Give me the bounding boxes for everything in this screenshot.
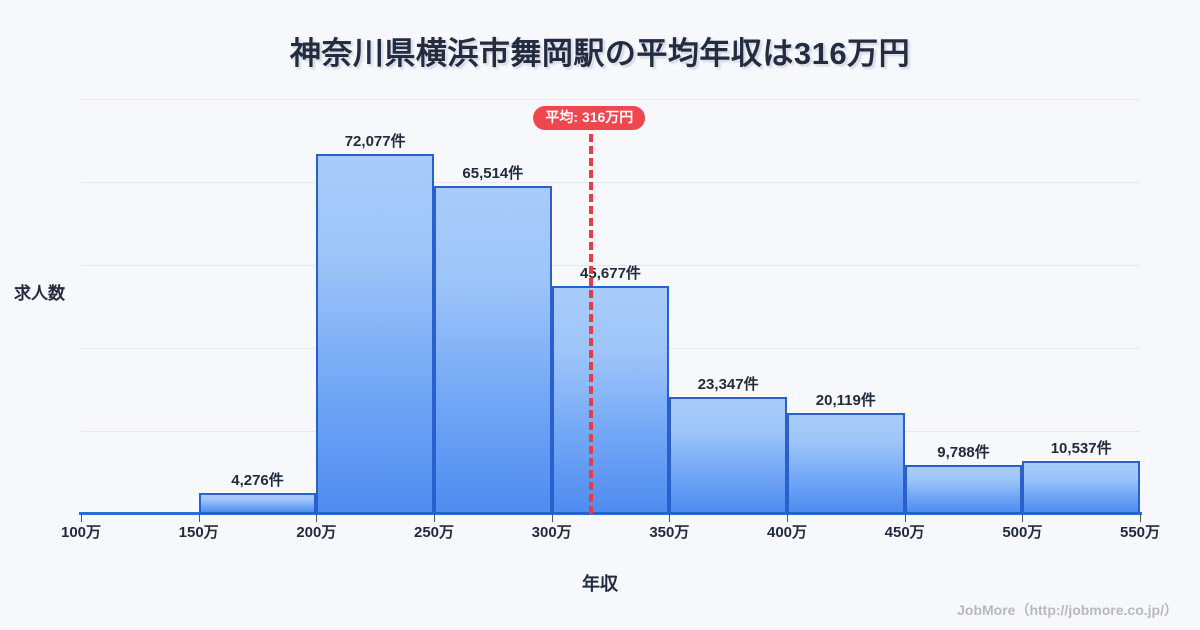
bar-value-label: 10,537件 — [1050, 440, 1112, 458]
x-axis-tick-mark — [198, 514, 200, 522]
bar[interactable] — [1022, 461, 1140, 514]
x-axis-tick-mark — [316, 514, 318, 522]
bar[interactable] — [434, 186, 552, 514]
x-axis-tick-label: 300万 — [531, 524, 572, 541]
bar[interactable] — [316, 153, 434, 514]
y-axis-title: 求人数 — [14, 284, 65, 303]
bar-value-label: 4,276件 — [231, 471, 284, 489]
x-axis-tick-mark — [434, 514, 435, 522]
average-line — [589, 110, 594, 514]
x-axis-tick-mark — [81, 514, 82, 522]
bar[interactable] — [551, 285, 670, 514]
bar[interactable] — [198, 492, 317, 514]
x-axis-tick-label: 350万 — [649, 524, 690, 541]
bar-value-label: 65,514件 — [462, 165, 524, 183]
bar-value-label: 20,119件 — [815, 392, 876, 410]
x-axis-tick-mark — [551, 514, 553, 522]
x-axis-tick-label: 250万 — [413, 524, 455, 541]
x-axis-tick-label: 100万 — [60, 524, 102, 541]
x-axis-tick-mark — [1022, 514, 1024, 522]
gridline — [81, 99, 1140, 100]
average-badge: 平均: 316万円 — [533, 106, 646, 131]
bar-value-label: 9,788件 — [937, 444, 990, 462]
bar[interactable] — [787, 413, 905, 514]
bar-value-label: 72,077件 — [344, 132, 406, 150]
x-axis-tick-label: 450万 — [884, 524, 925, 541]
x-axis-tick-mark — [904, 514, 906, 522]
x-axis-tick-label: 550万 — [1119, 524, 1161, 541]
bar-value-label: 23,347件 — [697, 376, 759, 394]
bar[interactable] — [669, 397, 787, 514]
chart-title: 神奈川県横浜市舞岡駅の平均年収は316万円 — [289, 36, 911, 71]
x-axis-tick-mark — [669, 514, 671, 522]
bar-value-label: 45,677件 — [580, 264, 641, 282]
footer-watermark: JobMore（http://jobmore.co.jp/） — [957, 602, 1178, 618]
x-axis-title: 年収 — [582, 574, 618, 594]
gridline — [81, 265, 1140, 266]
x-axis-tick-label: 200万 — [296, 524, 337, 541]
x-axis-tick-mark — [787, 514, 788, 522]
x-axis-tick-mark — [1140, 514, 1141, 522]
x-axis-tick-label: 150万 — [178, 524, 219, 541]
x-axis-tick-label: 400万 — [766, 524, 808, 541]
gridline — [81, 182, 1140, 183]
bar[interactable] — [904, 465, 1023, 514]
x-axis-tick-label: 500万 — [1002, 524, 1043, 541]
